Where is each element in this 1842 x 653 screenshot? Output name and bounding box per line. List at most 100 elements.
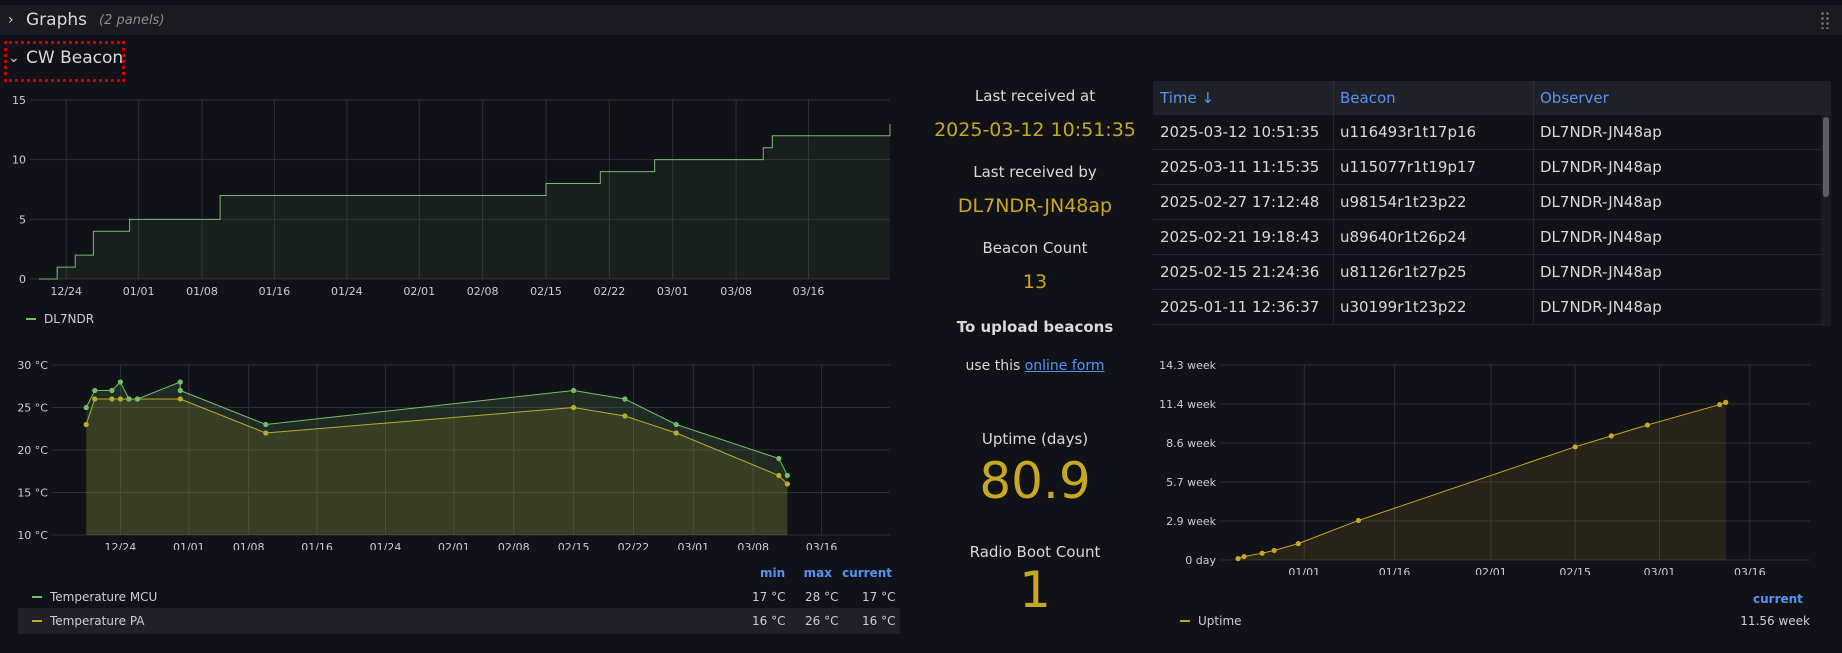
upload-prefix: use this [965,358,1021,374]
row-panel-count: (2 panels) [99,12,165,28]
data-point [177,396,183,402]
upload-info: To upload beacons use this online form [920,318,1150,374]
y-tick-label: 30 °C [17,359,48,372]
data-point [673,421,679,428]
x-tick-label: 01/01 [1288,566,1320,575]
col-divider [1533,220,1534,255]
legend-label: Temperature PA [50,614,145,628]
x-tick-label: 02/22 [618,541,650,550]
row-cw-beacon[interactable]: ⌄ CW Beacon [0,40,1842,76]
table-header: Time ↓ Beacon Observer [1153,81,1831,115]
cell-beacon: u98154r1t23p22 [1340,193,1467,211]
stat-value: 80.9 [979,452,1091,510]
legend-dl7ndr[interactable]: DL7NDR [26,312,94,326]
series-area-dl7ndr [39,123,891,279]
drag-handle-icon[interactable] [1820,11,1830,29]
data-point [571,387,577,394]
y-tick-label: 14.3 week [1159,359,1217,372]
cell-beacon: u115077r1t19p17 [1340,158,1477,176]
table-row[interactable]: 2025-03-11 11:15:35 u115077r1t19p17 DL7NDR… [1153,150,1821,185]
table-row[interactable]: 2025-02-15 21:24:36 u81126r1t27p25 DL7NDR-… [1153,255,1821,290]
legend-current: 17 °C [862,590,896,604]
stat-label: Radio Boot Count [969,543,1101,561]
table-row[interactable]: 2025-02-27 17:12:48 u98154r1t23p22 DL7NDR-… [1153,185,1821,220]
col-divider [1333,185,1334,220]
stat-value: 2025-03-12 10:51:35 [934,119,1136,141]
legend-uptime[interactable]: Uptime 11.56 week [1180,614,1810,628]
x-tick-label: 12/24 [105,541,137,550]
upload-text: use this online form [920,358,1150,374]
col-divider [1533,290,1534,325]
row-title-graphs: Graphs [26,10,88,30]
data-point [109,387,115,394]
cell-time: 2025-03-11 11:15:35 [1160,158,1320,176]
table-row[interactable]: 2025-03-12 10:51:35 u116493r1t17p16 DL7NDR… [1153,115,1821,150]
col-divider [1333,115,1334,150]
x-tick-label: 01/01 [173,541,205,550]
cell-time: 2025-02-15 21:24:36 [1160,263,1320,281]
beacon-count-chart: 0 5 10 15 12/24 01/01 01/08 01/16 01/24 02/01 02/0… [12,94,891,298]
data-point [1717,401,1723,408]
stat-label: Beacon Count [982,239,1088,257]
x-tick-label: 02/22 [594,285,626,298]
temperature-legend-header: min max current [760,566,892,580]
x-tick-label: 03/16 [793,285,825,298]
data-point [117,396,124,402]
col-header-current[interactable]: current [842,566,892,580]
row-graphs[interactable]: › Graphs (2 panels) [0,5,1842,35]
table-scrollbar-thumb[interactable] [1823,117,1829,197]
col-header-max[interactable]: max [803,566,832,580]
x-tick-label: 03/01 [657,285,689,298]
data-point [1271,547,1277,554]
cell-observer: DL7NDR-JN48ap [1540,193,1662,211]
series-area-temperature-pa [86,399,788,535]
data-point [1235,556,1241,562]
legend-current: 11.56 week [1740,614,1810,628]
legend-swatch [32,620,42,622]
col-header-time[interactable]: Time ↓ [1160,89,1215,107]
uptime-legend-header-current[interactable]: current [1753,592,1803,606]
online-form-link[interactable]: online form [1024,358,1105,374]
y-tick-label: 20 °C [17,444,48,457]
row-title-cw-beacon: CW Beacon [26,48,124,68]
table-scrollbar[interactable] [1821,115,1831,326]
data-point [622,413,628,419]
x-tick-label: 01/08 [233,541,265,550]
data-point [117,379,124,385]
cell-beacon: u81126r1t27p25 [1340,263,1467,281]
table-row[interactable]: 2025-01-11 12:36:37 u30199r1t23p22 DL7NDR-… [1153,290,1821,325]
x-tick-label: 02/08 [498,541,530,550]
y-tick-label: 2.9 week [1166,515,1217,528]
col-header-min[interactable]: min [760,566,786,580]
stat-value: 13 [1022,271,1048,293]
chevron-down-icon: ⌄ [8,50,20,66]
col-divider [1533,81,1534,115]
y-tick-label: 15 [12,94,26,107]
legend-temperature-mcu[interactable]: Temperature MCU 17 °C 28 °C 17 °C [18,586,900,608]
data-point [776,455,782,462]
x-tick-label: 01/16 [301,541,333,550]
legend-current: 16 °C [862,614,896,628]
legend-min: 17 °C [752,590,786,604]
upload-title: To upload beacons [956,318,1114,336]
col-divider [1533,150,1534,185]
data-point [83,421,89,428]
col-header-beacon[interactable]: Beacon [1340,89,1396,107]
x-tick-label: 02/08 [467,285,499,298]
table-row[interactable]: 2025-02-21 19:18:43 u89640r1t26p24 DL7NDR-… [1153,220,1821,255]
cell-observer: DL7NDR-JN48ap [1540,158,1662,176]
highlight-box [4,41,125,82]
legend-label: DL7NDR [44,312,95,326]
x-tick-label: 01/16 [1379,566,1411,575]
stat-last-received-by: Last received by DL7NDR-JN48ap [920,163,1150,217]
col-divider [1533,115,1534,150]
series-area-temperature-mcu [86,382,788,535]
x-tick-label: 12/24 [50,285,82,298]
col-header-observer[interactable]: Observer [1540,89,1609,107]
x-tick-label: 01/08 [186,285,218,298]
data-point [1608,433,1614,439]
col-divider [1533,185,1534,220]
legend-temperature-pa[interactable]: Temperature PA 16 °C 26 °C 16 °C [18,608,900,634]
y-tick-label: 5 [19,213,26,226]
data-point [177,379,183,385]
